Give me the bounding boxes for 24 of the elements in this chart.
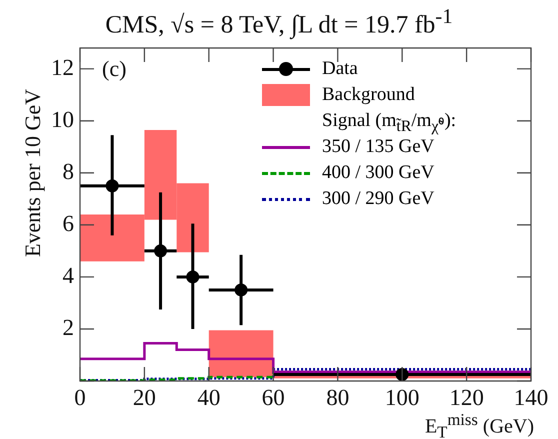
legend-label: Data bbox=[322, 57, 358, 81]
y-tick-label: 6 bbox=[62, 210, 74, 236]
x-tick-label: 120 bbox=[449, 384, 484, 410]
y-tick-label: 2 bbox=[62, 315, 74, 340]
annotation: (c) bbox=[102, 56, 126, 82]
legend-label: 400 / 300 GeV bbox=[322, 161, 434, 185]
legend-label: Background bbox=[322, 83, 415, 107]
y-tick-label: 8 bbox=[62, 158, 74, 184]
y-tick-label: 4 bbox=[62, 262, 74, 288]
x-tick-label: 20 bbox=[132, 384, 156, 410]
legend-label: 300 / 290 GeV bbox=[322, 187, 434, 211]
y-tick-label: 10 bbox=[51, 106, 74, 132]
y-axis-title: Events per 10 GeV bbox=[20, 88, 46, 260]
x-tick-label: 60 bbox=[262, 384, 285, 410]
x-axis-title: E$_{T}$$^{miss}$ (GeV) bbox=[424, 410, 534, 439]
x-tick-label: 140 bbox=[514, 384, 548, 410]
x-tick-label: 40 bbox=[197, 384, 220, 410]
chart-title: CMS, √s = 8 TeV, ∫L dt = 19.7 fb$^{-1}$ bbox=[104, 4, 454, 40]
y-tick-label: 12 bbox=[51, 54, 74, 80]
legend-title: Signal (m$_{t̃R}$/m$_{χ̃⁰}$): bbox=[321, 109, 456, 135]
x-tick-label: 100 bbox=[384, 384, 420, 410]
x-tick-label: 0 bbox=[74, 384, 86, 410]
x-tick-label: 80 bbox=[326, 384, 350, 410]
legend-label: 350 / 135 GeV bbox=[322, 135, 434, 159]
